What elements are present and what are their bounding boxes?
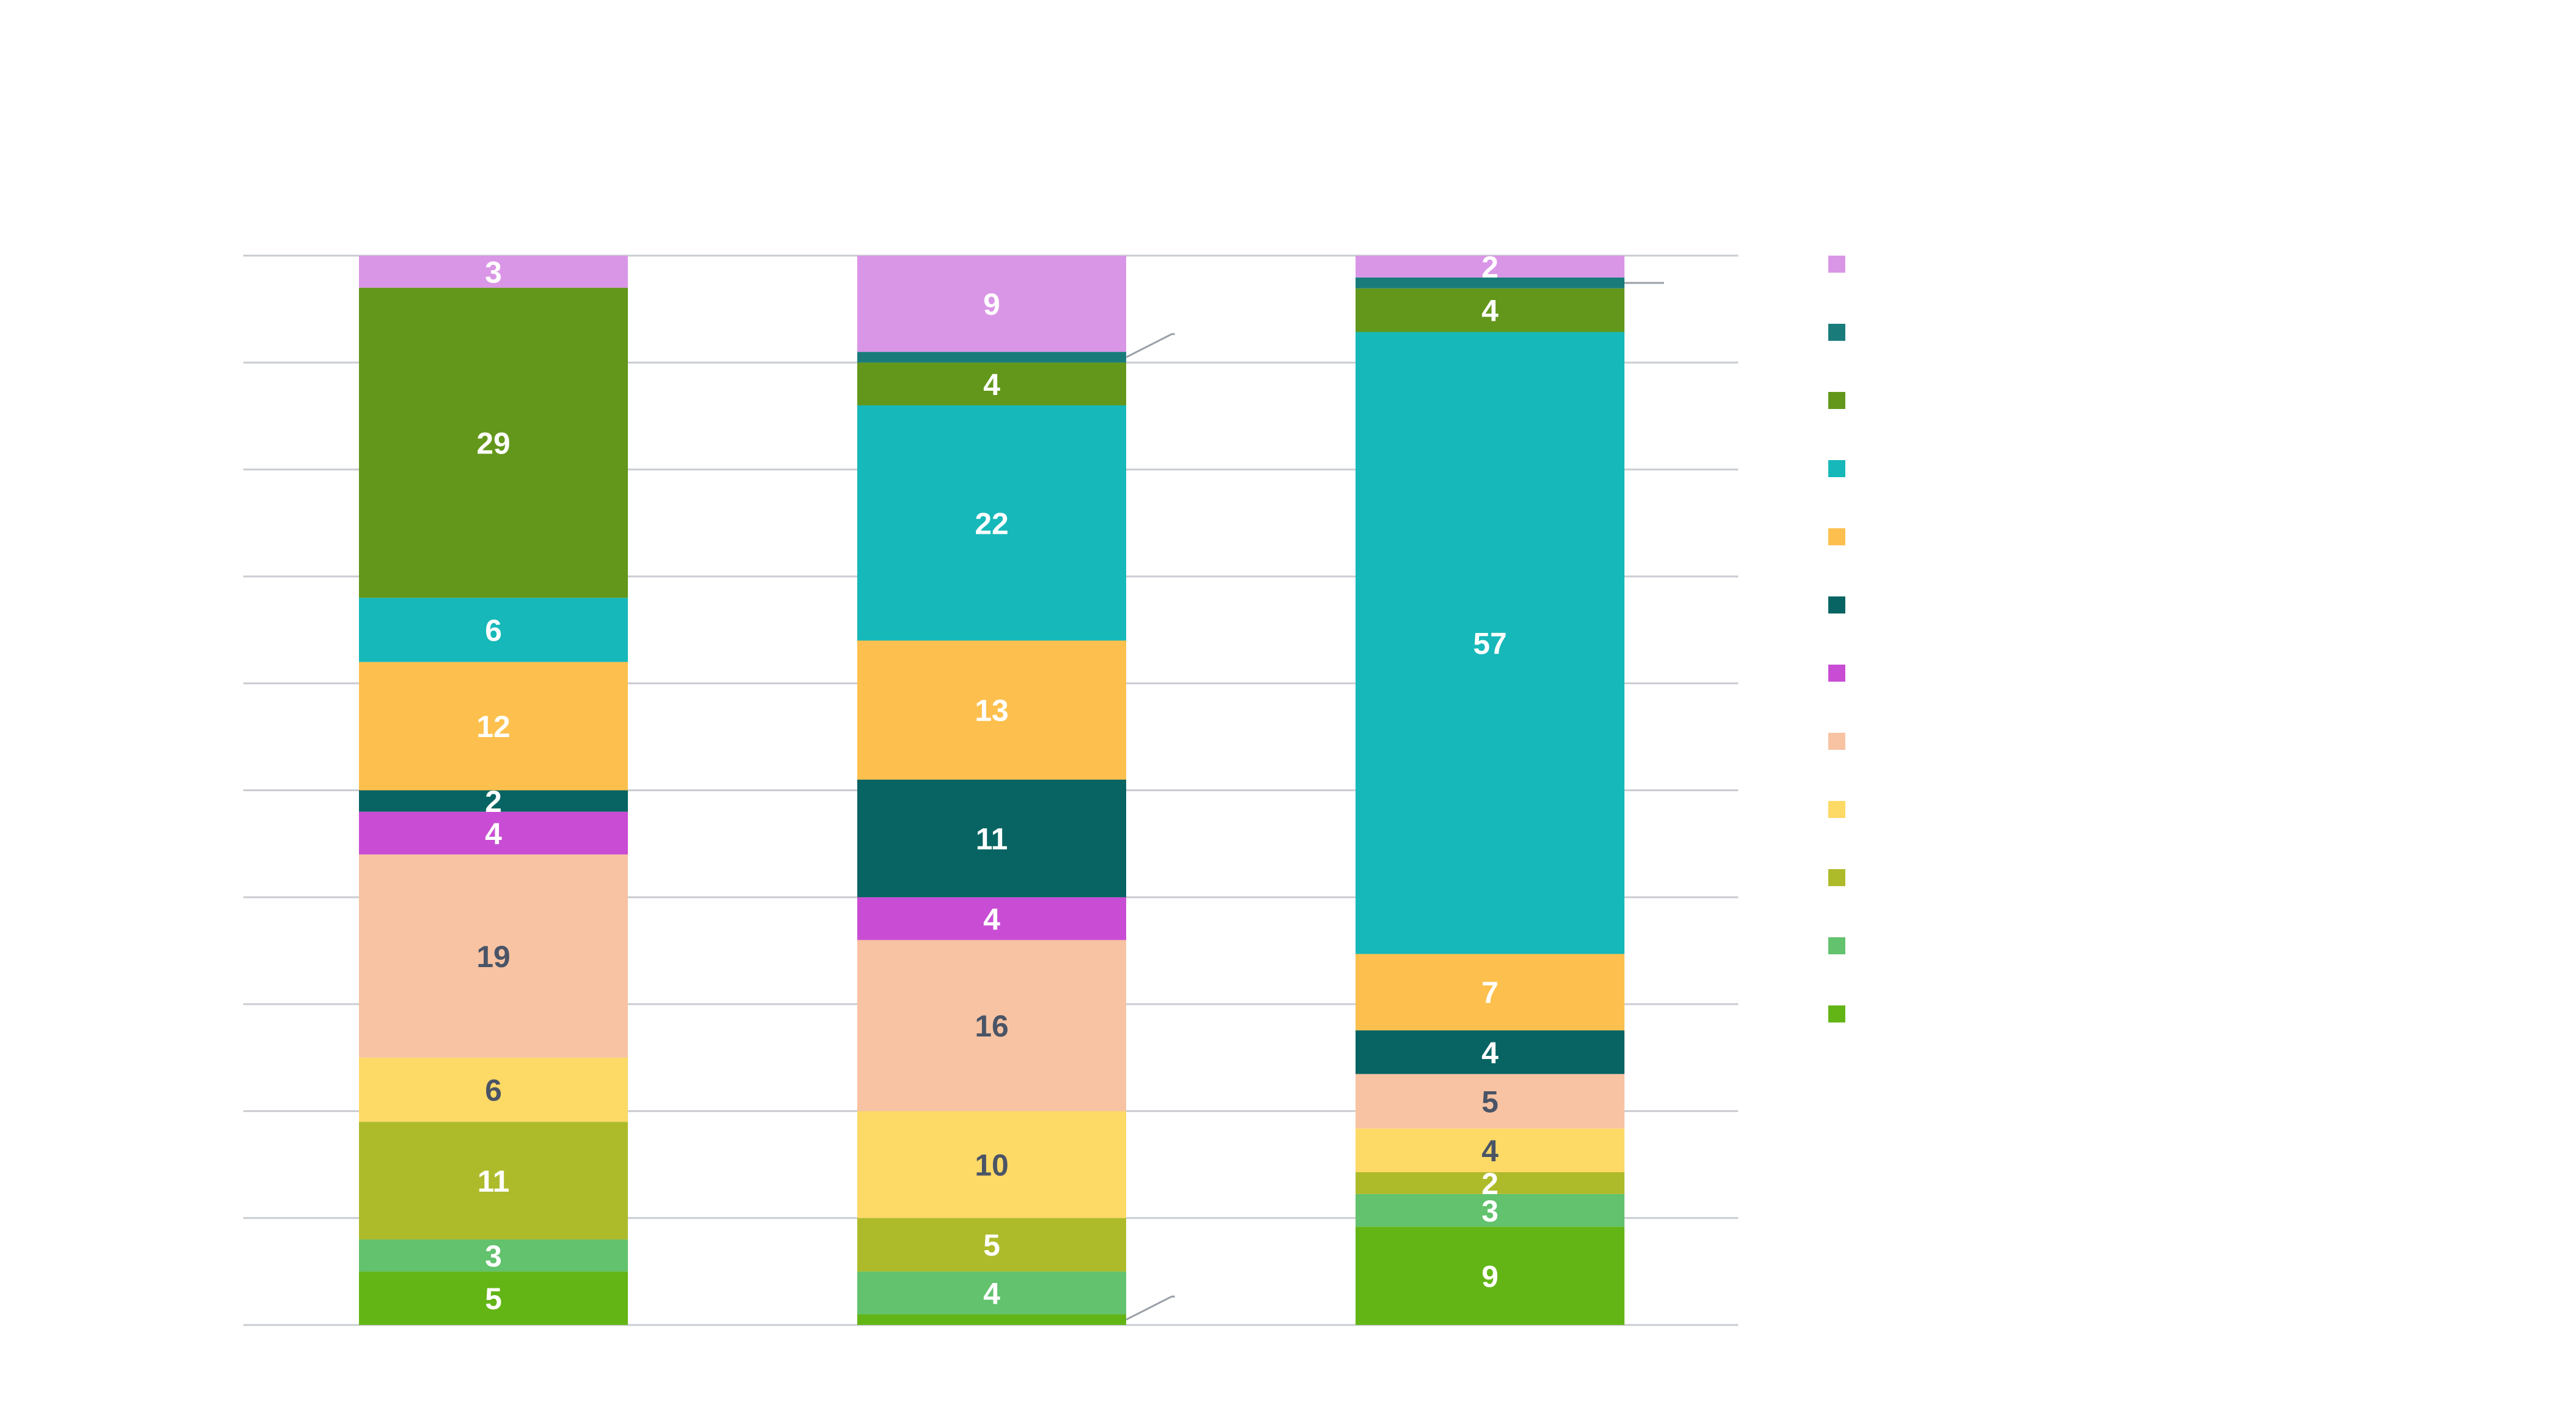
- data-label: 29: [476, 426, 510, 460]
- data-labels: 5311619421262934510164111322499324547574…: [476, 250, 1507, 1316]
- data-label: 6: [485, 613, 502, 648]
- data-label: 4: [485, 817, 502, 851]
- data-label: 11: [976, 822, 1008, 856]
- data-label: 3: [485, 255, 502, 289]
- legend-swatch: [1828, 596, 1845, 613]
- bar-segment: [359, 1271, 628, 1325]
- bar-segment: [857, 897, 1126, 940]
- bar-segment: [857, 256, 1126, 352]
- data-label: 4: [1481, 1134, 1499, 1168]
- bar-segment: [359, 1239, 628, 1272]
- data-label: 5: [983, 1228, 1000, 1262]
- legend-swatch: [1828, 256, 1845, 273]
- data-label: 4: [1481, 1036, 1499, 1070]
- data-label: 4: [983, 368, 1000, 402]
- legend-swatch: [1828, 869, 1845, 886]
- data-label: 4: [1481, 294, 1499, 328]
- bar-segment: [857, 362, 1126, 405]
- leader-line: [1126, 1295, 1175, 1321]
- bar-segment: [857, 779, 1126, 898]
- bar-segment: [359, 256, 628, 288]
- bar-segment: [1356, 1030, 1624, 1074]
- legend-swatch: [1828, 665, 1845, 682]
- bar-segment: [359, 662, 628, 791]
- legend: [1828, 256, 1845, 1022]
- legend-swatch: [1828, 801, 1845, 818]
- data-label: 2: [1481, 1167, 1499, 1201]
- data-label: 9: [983, 287, 1000, 321]
- bar-segment: [1356, 1226, 1624, 1325]
- data-label: 3: [1481, 1194, 1499, 1228]
- bar-stacks: [359, 256, 1624, 1325]
- data-label: 16: [975, 1009, 1009, 1043]
- legend-swatch: [1828, 324, 1845, 341]
- bar-segment: [1356, 1172, 1624, 1194]
- bar-segment: [857, 1111, 1126, 1218]
- data-label: 4: [983, 1276, 1000, 1310]
- bar-segment: [359, 1057, 628, 1122]
- bar-segment: [1356, 256, 1624, 278]
- bar-segment: [1356, 954, 1624, 1030]
- legend-swatch: [1828, 1005, 1845, 1022]
- data-label: 10: [975, 1148, 1009, 1182]
- legend-swatch: [1828, 937, 1845, 954]
- data-label: 9: [1481, 1259, 1499, 1293]
- bar-segment: [359, 854, 628, 1058]
- leader-line: [1126, 333, 1175, 358]
- data-label: 57: [1473, 626, 1507, 660]
- data-label: 7: [1481, 976, 1499, 1010]
- legend-swatch: [1828, 460, 1845, 477]
- bar-segment: [857, 352, 1126, 363]
- bar-segment: [1356, 332, 1624, 954]
- bar-segment: [857, 1314, 1126, 1325]
- bar-segment: [359, 1122, 628, 1240]
- bar-segment: [857, 1271, 1126, 1315]
- bar-segment: [359, 287, 628, 598]
- bar-segment: [857, 640, 1126, 780]
- bar-segment: [1356, 1128, 1624, 1172]
- bar-segment: [857, 1218, 1126, 1272]
- bar-segment: [359, 790, 628, 812]
- data-label: 4: [983, 902, 1000, 936]
- bar-segment: [1356, 1194, 1624, 1227]
- bar-segment: [857, 940, 1126, 1111]
- legend-swatch: [1828, 528, 1845, 545]
- data-label: 12: [476, 710, 510, 744]
- leader-lines: [1126, 282, 1664, 1321]
- data-label: 2: [1481, 250, 1499, 284]
- legend-swatch: [1828, 392, 1845, 409]
- bar-segment: [857, 405, 1126, 641]
- bar-segment: [359, 598, 628, 662]
- data-label: 3: [485, 1239, 502, 1273]
- data-label: 22: [975, 506, 1009, 540]
- data-label: 5: [1481, 1085, 1499, 1119]
- bar-segment: [1356, 1074, 1624, 1129]
- data-label: 2: [485, 785, 502, 819]
- data-label: 5: [485, 1282, 502, 1316]
- data-label: 13: [975, 694, 1009, 728]
- bar-segment: [1356, 277, 1624, 288]
- data-label: 6: [485, 1073, 502, 1107]
- bar-segment: [359, 811, 628, 855]
- data-label: 11: [478, 1164, 510, 1198]
- bar-segment: [1356, 288, 1624, 332]
- legend-swatch: [1828, 733, 1845, 750]
- data-label: 19: [476, 940, 510, 974]
